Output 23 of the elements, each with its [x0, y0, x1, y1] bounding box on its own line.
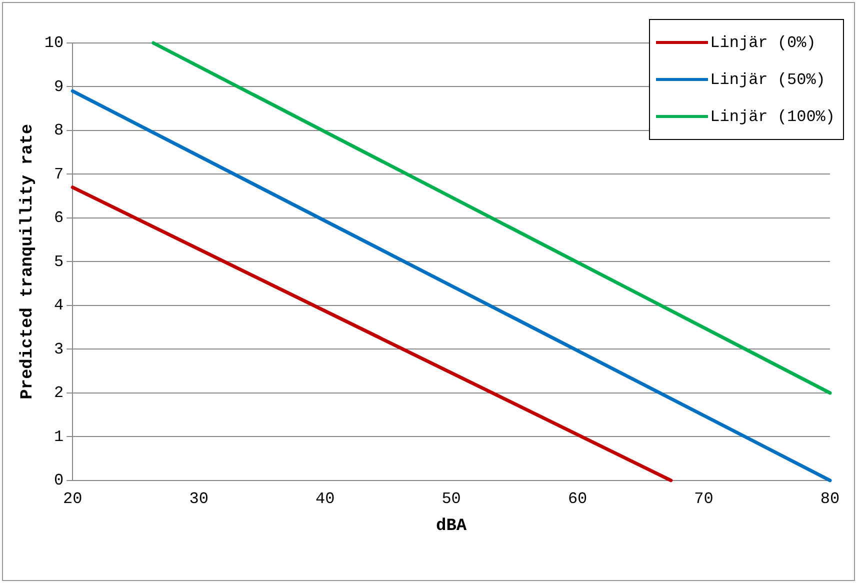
y-axis-title: Predicted tranquillity rate	[18, 124, 38, 400]
y-tick-label: 0	[54, 472, 64, 490]
legend-label: Linjär (0%)	[710, 34, 816, 52]
x-tick-label: 80	[820, 490, 840, 508]
x-tick-label: 30	[189, 490, 208, 508]
y-tick-label: 2	[54, 384, 64, 402]
y-tick-label: 9	[54, 78, 64, 96]
y-tick-label: 10	[44, 34, 64, 52]
x-axis-title: dBA	[436, 517, 468, 536]
x-tick-label: 40	[315, 490, 335, 508]
y-tick-label: 3	[54, 340, 64, 358]
legend-label: Linjär (50%)	[710, 70, 826, 88]
y-tick-label: 4	[54, 296, 64, 315]
y-tick-label: 1	[54, 428, 64, 446]
y-tick-label: 6	[54, 209, 64, 228]
y-tick-label: 5	[54, 252, 64, 271]
y-tick-label: 8	[54, 122, 64, 140]
legend-label: Linjär (100%)	[710, 108, 835, 126]
x-tick-label: 20	[63, 490, 82, 508]
x-tick-label: 70	[694, 490, 714, 508]
x-tick-label: 60	[568, 490, 588, 508]
x-tick-label: 50	[442, 490, 461, 508]
y-tick-label: 7	[54, 165, 64, 184]
